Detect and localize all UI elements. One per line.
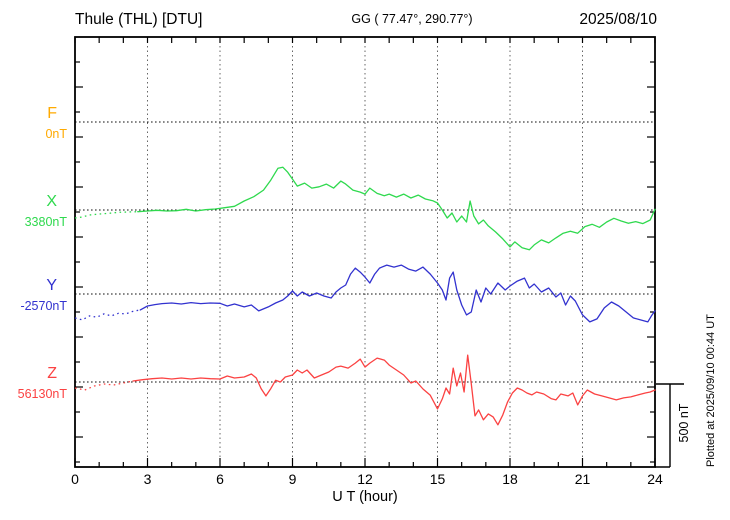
trace-X bbox=[137, 166, 656, 251]
component-letter: X bbox=[46, 193, 57, 210]
x-tick-label: 0 bbox=[71, 471, 79, 487]
trace-Z bbox=[132, 354, 656, 426]
x-tick-label: 12 bbox=[357, 471, 373, 487]
component-baseline-value: 3380nT bbox=[25, 215, 68, 229]
station-title: Thule (THL) [DTU] bbox=[75, 11, 202, 28]
scale-bar: 500 nT bbox=[655, 383, 691, 468]
x-tick-label: 24 bbox=[647, 471, 663, 487]
component-baseline-value: 0nT bbox=[45, 127, 67, 141]
scale-bar-lines bbox=[655, 383, 684, 468]
component-letter: F bbox=[47, 105, 57, 122]
geographic-coordinates: GG ( 77.47°, 290.77°) bbox=[351, 12, 472, 26]
label-layer: F 0nT X 3380nT Y -2570nT Z 56130nT bbox=[18, 105, 68, 401]
component-baseline-value: 56130nT bbox=[18, 387, 68, 401]
component-baseline-value: -2570nT bbox=[20, 299, 67, 313]
trace-Y bbox=[139, 264, 656, 323]
trace-Z-sparse bbox=[74, 380, 134, 391]
trace-Y-sparse bbox=[74, 309, 141, 321]
component-letter: Z bbox=[47, 365, 57, 382]
x-tick-label: 18 bbox=[502, 471, 518, 487]
axis-layer: 0 3 6 9 12 15 18 21 24 bbox=[71, 36, 663, 487]
trace-X-sparse bbox=[74, 211, 138, 219]
plot-date: 2025/08/10 bbox=[579, 11, 657, 28]
x-tick-label: 9 bbox=[289, 471, 297, 487]
x-axis-title: U T (hour) bbox=[332, 489, 398, 505]
x-tick-label: 21 bbox=[575, 471, 591, 487]
scale-bar-label: 500 nT bbox=[677, 403, 691, 442]
x-tick-label: 15 bbox=[430, 471, 446, 487]
x-tick-label: 3 bbox=[144, 471, 152, 487]
component-letter: Y bbox=[46, 277, 57, 294]
plotted-at-note: Plotted at 2025/09/10 00:44 UT bbox=[705, 314, 717, 467]
x-tick-label: 6 bbox=[216, 471, 224, 487]
grid-layer bbox=[75, 37, 655, 467]
series-layer bbox=[74, 166, 656, 426]
